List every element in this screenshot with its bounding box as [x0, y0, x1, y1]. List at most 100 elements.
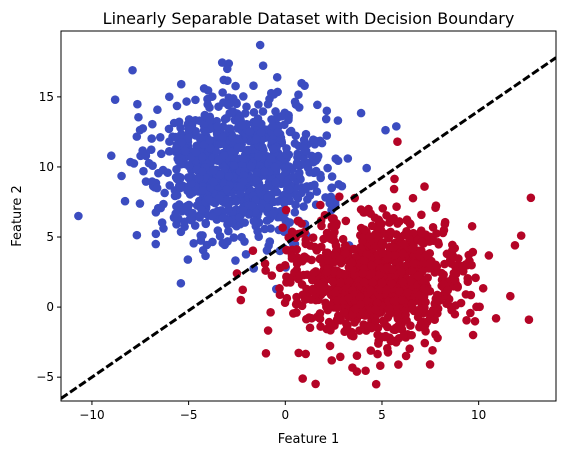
class_0-point: [241, 250, 251, 259]
class_1-point: [367, 261, 376, 270]
y-axis-label: Feature 2: [10, 185, 25, 247]
class_1-point: [392, 202, 401, 211]
class_1-point: [373, 349, 382, 359]
class_0-point: [205, 116, 214, 125]
class_0-point: [252, 176, 262, 185]
class_0-point: [333, 156, 343, 166]
class_0-point: [321, 114, 331, 124]
class_0-point: [117, 171, 126, 181]
class_1-point: [419, 292, 429, 302]
class_0-point: [249, 108, 259, 117]
class_1-point: [468, 330, 478, 340]
class_0-point: [176, 79, 186, 89]
class_1-point: [371, 316, 381, 326]
class_0-point: [294, 90, 303, 99]
class_1-point: [330, 237, 340, 246]
class_0-point: [240, 237, 249, 246]
class_0-point: [293, 149, 302, 159]
class_1-point: [297, 280, 307, 289]
class_0-point: [266, 88, 276, 98]
class_1-point: [450, 275, 460, 285]
class_1-point: [378, 248, 387, 258]
class_0-point: [323, 163, 332, 173]
y-tick-label: 0: [46, 300, 54, 314]
class_0-point: [204, 194, 214, 204]
class_1-point: [313, 279, 323, 288]
class_1-point: [292, 245, 302, 254]
class_0-point: [317, 138, 327, 148]
class_0-point: [313, 151, 323, 161]
class_1-point: [390, 251, 400, 260]
class_0-point: [213, 122, 222, 131]
class_1-point: [340, 270, 349, 279]
class_0-point: [158, 165, 168, 175]
class_1-point: [408, 243, 418, 253]
class_1-point: [398, 249, 407, 259]
class_1-point: [248, 246, 258, 256]
class_0-point: [237, 120, 247, 130]
class_1-point: [468, 247, 478, 257]
class_0-point: [151, 229, 161, 239]
x-tick-label: −10: [79, 408, 104, 422]
class_1-point: [463, 273, 473, 283]
class_0-point: [134, 112, 143, 122]
class_1-point: [382, 285, 391, 295]
class_0-point: [195, 133, 205, 142]
class_0-point: [303, 163, 313, 173]
class_1-point: [341, 242, 351, 252]
class_1-point: [439, 225, 449, 235]
class_1-point: [420, 338, 430, 348]
class_0-point: [147, 134, 156, 143]
class_1-point: [454, 254, 463, 263]
class_0-point: [271, 107, 280, 116]
class_1-point: [328, 277, 338, 286]
class_0-point: [156, 149, 166, 159]
class_1-point: [300, 252, 309, 261]
class_0-point: [268, 209, 278, 219]
y-tick-label: 5: [46, 230, 54, 244]
class_0-point: [251, 207, 260, 217]
class_0-point: [293, 194, 303, 203]
class_0-point: [133, 99, 142, 109]
class_1-point: [347, 327, 356, 337]
class_1-point: [431, 330, 440, 339]
class_1-point: [352, 351, 362, 360]
class_0-point: [246, 161, 256, 171]
class_1-point: [401, 230, 410, 239]
class_0-point: [196, 231, 206, 240]
class_0-point: [209, 166, 218, 176]
class_1-point: [335, 254, 345, 264]
class_0-point: [148, 161, 157, 170]
class_0-point: [243, 145, 252, 155]
class_0-point: [184, 200, 194, 210]
class_1-point: [524, 315, 534, 325]
class_0-point: [325, 199, 335, 208]
class_0-point: [232, 197, 241, 206]
class_1-point: [417, 228, 427, 238]
class_0-point: [322, 106, 332, 116]
class_1-point: [478, 283, 488, 293]
class_1-point: [311, 379, 320, 389]
class_0-point: [171, 132, 180, 142]
class_0-point: [277, 112, 286, 121]
class_1-point: [402, 216, 412, 225]
class_1-point: [420, 320, 430, 330]
class_1-point: [356, 300, 365, 309]
class_0-point: [222, 64, 232, 74]
class_1-point: [327, 221, 336, 231]
class_1-point: [408, 266, 417, 276]
class_0-point: [326, 192, 336, 202]
class_1-point: [377, 332, 387, 342]
class_0-point: [176, 278, 186, 288]
class_0-point: [138, 124, 148, 133]
class_1-point: [341, 216, 351, 226]
class_1-point: [425, 259, 434, 268]
class_1-point: [384, 304, 394, 313]
class_0-point: [188, 208, 197, 218]
class_1-point: [375, 361, 385, 371]
class_0-point: [219, 151, 229, 160]
class_1-point: [399, 239, 409, 249]
class_1-point: [374, 339, 383, 348]
class_1-point: [378, 204, 388, 213]
